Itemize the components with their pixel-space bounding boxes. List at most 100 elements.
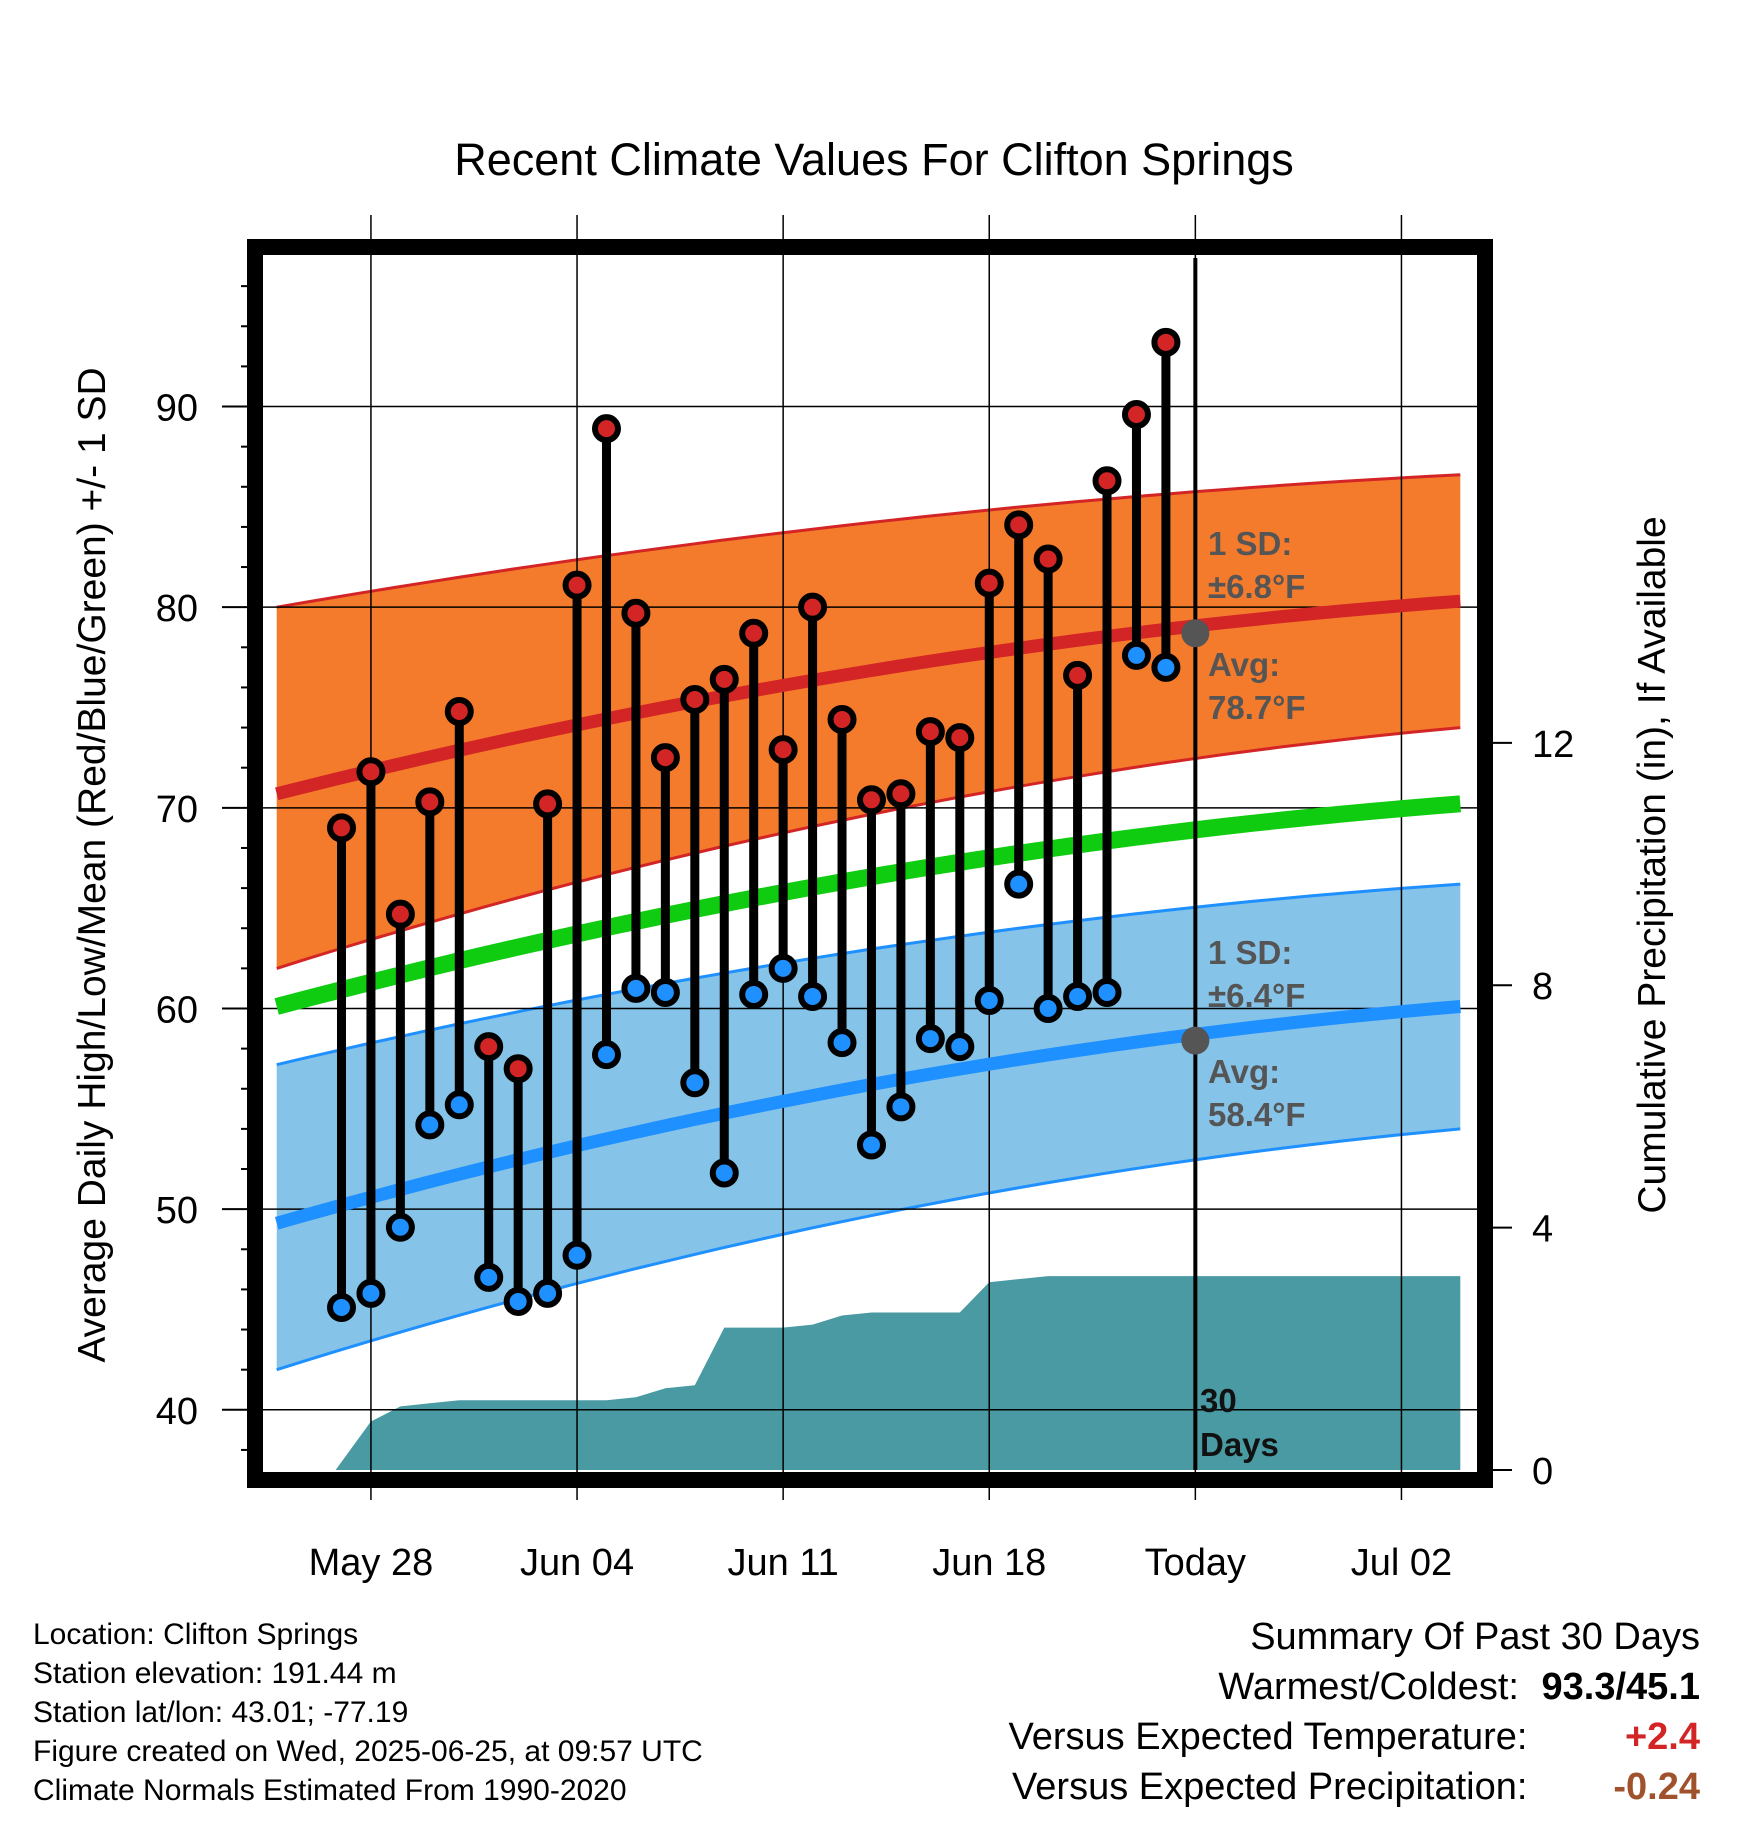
low-point bbox=[915, 1024, 945, 1054]
low-point bbox=[415, 1110, 445, 1140]
y-axis-title: Average Daily High/Low/Mean (Red/Blue/Gr… bbox=[71, 367, 114, 1362]
plot-border bbox=[247, 239, 1493, 1488]
high-point bbox=[385, 899, 415, 929]
precip-row: Versus Expected Precipitation: -0.24 bbox=[1009, 1762, 1700, 1812]
station-info: Location: Clifton Springs Station elevat… bbox=[33, 1615, 703, 1810]
temp-row: Versus Expected Temperature: +2.4 bbox=[1009, 1712, 1700, 1762]
period-unit: Days bbox=[1200, 1426, 1279, 1463]
warmest-row: Warmest/Coldest: 93.3/45.1 bbox=[1009, 1662, 1700, 1712]
x-tick-label: Today bbox=[1145, 1542, 1246, 1584]
precip-area bbox=[276, 1276, 1461, 1470]
low-point bbox=[709, 1158, 739, 1188]
y2-tick-label-0: 0 bbox=[1532, 1451, 1553, 1493]
temp-label: Versus Expected Temperature: bbox=[1008, 1716, 1528, 1758]
low-point bbox=[886, 1092, 916, 1122]
y2-tick-label-12: 12 bbox=[1532, 724, 1574, 766]
high-avg-label: Avg: bbox=[1208, 646, 1280, 683]
low-point bbox=[1063, 981, 1093, 1011]
low-sd-value: ±6.4°F bbox=[1208, 977, 1305, 1014]
high-point bbox=[709, 664, 739, 694]
high-point bbox=[415, 787, 445, 817]
annotations: 1 SD: ±6.8°F Avg: 78.7°F 1 SD: ±6.4°F Avg: 58.4… bbox=[1181, 525, 1306, 1463]
observed-series bbox=[326, 327, 1181, 1322]
high-point bbox=[886, 779, 916, 809]
location-text: Location: Clifton Springs bbox=[33, 1618, 359, 1651]
normals-text: Climate Normals Estimated From 1990-2020 bbox=[33, 1774, 627, 1807]
low-point bbox=[444, 1090, 474, 1120]
high-point bbox=[444, 697, 474, 727]
x-tick-label: Jun 11 bbox=[728, 1542, 839, 1584]
y2-tick-label-8: 8 bbox=[1532, 966, 1553, 1008]
high-point bbox=[768, 735, 798, 765]
axes: 40 50 60 70 80 90 0 4 8 12 May 28 Jun 04 Jun 11 Jun 1… bbox=[71, 134, 1674, 1584]
low-point bbox=[1121, 640, 1151, 670]
low-point bbox=[1092, 977, 1122, 1007]
low-sd-band-lower-edge bbox=[276, 1127, 1461, 1372]
chart-title: Recent Climate Values For Clifton Spring… bbox=[454, 134, 1294, 185]
precip-value: -0.24 bbox=[1613, 1766, 1700, 1808]
plot-frame bbox=[247, 239, 1493, 1488]
x-tick-label: May 28 bbox=[309, 1542, 434, 1584]
y-tick-label-60: 60 bbox=[156, 989, 198, 1031]
low-point bbox=[326, 1292, 356, 1322]
y2-axis-title: Cumulative Precipitation (in), If Availa… bbox=[1631, 516, 1674, 1213]
y2-tick-label-4: 4 bbox=[1532, 1209, 1553, 1251]
y-tick-label-70: 70 bbox=[156, 789, 198, 831]
low-avg-value: 58.4°F bbox=[1208, 1096, 1306, 1133]
high-point bbox=[533, 789, 563, 819]
high-point bbox=[356, 757, 386, 787]
y-tick-label-40: 40 bbox=[156, 1391, 198, 1433]
high-point bbox=[1092, 466, 1122, 496]
high-point bbox=[326, 813, 356, 843]
high-point bbox=[1063, 660, 1093, 690]
warmest-label: Warmest/Coldest: bbox=[1218, 1666, 1519, 1708]
low-point bbox=[591, 1040, 621, 1070]
y-tick-label-90: 90 bbox=[156, 388, 198, 430]
low-point bbox=[562, 1240, 592, 1270]
low-point bbox=[474, 1262, 504, 1292]
high-avg-value: 78.7°F bbox=[1208, 689, 1306, 726]
low-sd-label: 1 SD: bbox=[1208, 934, 1292, 971]
high-point bbox=[562, 570, 592, 600]
high-point bbox=[474, 1032, 504, 1062]
elevation-text: Station elevation: 191.44 m bbox=[33, 1657, 397, 1690]
summary-panel: Summary Of Past 30 Days Warmest/Coldest:… bbox=[1009, 1612, 1700, 1812]
low-point bbox=[768, 953, 798, 983]
high-point bbox=[1004, 510, 1034, 540]
summary-heading: Summary Of Past 30 Days bbox=[1250, 1616, 1700, 1658]
high-point bbox=[856, 785, 886, 815]
low-point bbox=[356, 1278, 386, 1308]
high-point bbox=[827, 705, 857, 735]
high-point bbox=[1033, 544, 1063, 574]
x-tick-label: Jul 02 bbox=[1351, 1542, 1452, 1584]
high-point bbox=[798, 592, 828, 622]
high-point bbox=[1151, 327, 1181, 357]
high-sd-label: 1 SD: bbox=[1208, 525, 1292, 562]
low-point bbox=[856, 1130, 886, 1160]
low-point bbox=[680, 1068, 710, 1098]
low-point bbox=[827, 1028, 857, 1058]
high-sd-band-upper-edge bbox=[276, 473, 1461, 609]
low-point bbox=[1004, 869, 1034, 899]
x-tick-label: Jun 04 bbox=[520, 1542, 634, 1584]
low-point bbox=[385, 1212, 415, 1242]
high-sd-value: ±6.8°F bbox=[1208, 568, 1305, 605]
low-point bbox=[1151, 652, 1181, 682]
high-point bbox=[945, 723, 975, 753]
latlon-text: Station lat/lon: 43.01; -77.19 bbox=[33, 1696, 409, 1729]
y-tick-label-50: 50 bbox=[156, 1190, 198, 1232]
precip-label: Versus Expected Precipitation: bbox=[1012, 1766, 1528, 1808]
high-point bbox=[503, 1054, 533, 1084]
created-text: Figure created on Wed, 2025-06-25, at 09… bbox=[33, 1735, 703, 1768]
high-point bbox=[621, 598, 651, 628]
today-avg-low-marker bbox=[1181, 1026, 1210, 1055]
low-avg-label: Avg: bbox=[1208, 1053, 1280, 1090]
warmest-value: 93.3/45.1 bbox=[1541, 1666, 1700, 1708]
low-point bbox=[621, 973, 651, 1003]
climate-chart: 1 SD: ±6.8°F Avg: 78.7°F 1 SD: ±6.4°F Avg: 58.4… bbox=[71, 134, 1674, 1584]
avg-high-line bbox=[275, 594, 1461, 801]
high-point bbox=[974, 568, 1004, 598]
low-point bbox=[650, 977, 680, 1007]
high-point bbox=[915, 717, 945, 747]
high-point bbox=[591, 414, 621, 444]
